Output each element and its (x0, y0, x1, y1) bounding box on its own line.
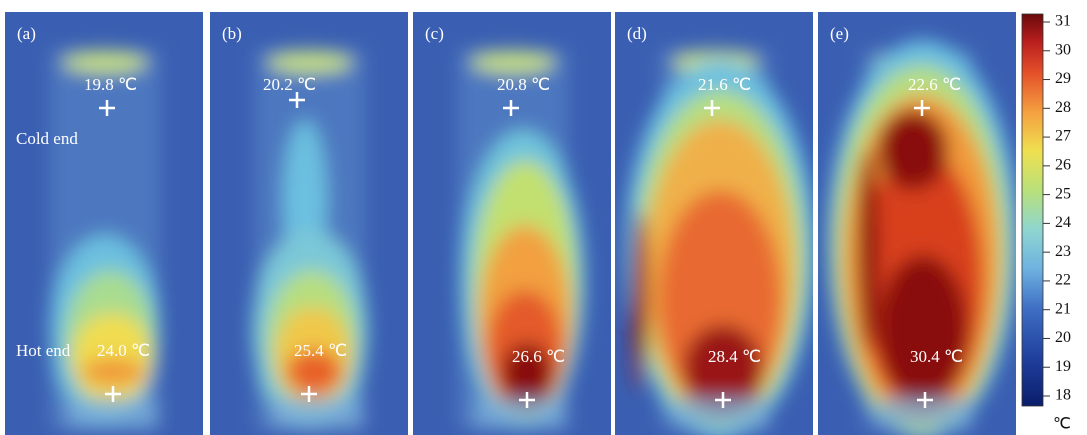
colorbar-tick-label: 29 (1055, 70, 1071, 87)
colorbar-tick-label: 18 (1055, 387, 1071, 404)
cold-end-label: Cold end (16, 129, 78, 148)
colorbar-tick-label: 19 (1055, 358, 1071, 375)
heat-zone (858, 150, 878, 350)
panel-label: (b) (222, 24, 242, 43)
top-blob (63, 51, 147, 73)
thermal-panel: (b) 20.2 ℃ 25.4 ℃ (210, 12, 408, 435)
base-block (67, 398, 157, 428)
bottom-temperature: 30.4 ℃ (910, 347, 963, 366)
colorbar-tick-label: 22 (1055, 272, 1071, 289)
heat-map (458, 50, 585, 430)
heat-zone (81, 358, 145, 386)
heat-zone (878, 255, 968, 405)
top-temperature: 21.6 ℃ (698, 75, 751, 94)
thermal-panel: (c) 20.8 ℃ 26.6 ℃ (413, 12, 611, 435)
colorbar (1022, 14, 1043, 406)
bottom-temperature: 25.4 ℃ (294, 341, 347, 360)
hot-end-label: Hot end (16, 341, 71, 360)
heat-zone (878, 110, 948, 190)
thermal-panel: (a) 19.8 ℃ 24.0 ℃ (5, 12, 203, 435)
colorbar-unit: ℃ (1053, 416, 1071, 433)
colorbar-tick-label: 20 (1055, 329, 1071, 346)
thermal-panel: (e) 22.6 ℃ 30.4 ℃ (818, 12, 1018, 435)
colorbar-tick-label: 24 (1055, 214, 1071, 231)
top-temperature: 22.6 ℃ (908, 75, 961, 94)
heat-zone (632, 210, 648, 390)
colorbar-tick-label: 30 (1055, 41, 1071, 58)
top-blob (268, 51, 352, 73)
colorbar-tick-label: 31 (1055, 13, 1071, 30)
bottom-temperature: 24.0 ℃ (97, 341, 150, 360)
top-blob (471, 51, 555, 73)
colorbar-tick-label: 27 (1055, 128, 1071, 145)
colorbar-tick-label: 21 (1055, 300, 1071, 317)
top-temperature: 20.2 ℃ (263, 75, 316, 94)
colorbar-tick-label: 23 (1055, 243, 1071, 260)
top-temperature: 19.8 ℃ (84, 75, 137, 94)
figure: (a) 19.8 ℃ 24.0 ℃ (b) 20.2 ℃ 25.4 ℃ (c) 20.8 ℃ 2… (0, 0, 1087, 435)
panel-label: (c) (425, 24, 444, 43)
panel-label: (e) (830, 24, 849, 43)
heat-map (252, 50, 368, 430)
panel-label: (a) (17, 24, 36, 43)
colorbar-tick-label: 26 (1055, 157, 1071, 174)
thermal-panel: (d) 21.6 ℃ 28.4 ℃ (615, 12, 815, 435)
colorbar-tick-label: 25 (1055, 185, 1071, 202)
top-temperature: 20.8 ℃ (497, 75, 550, 94)
base-block (475, 398, 565, 428)
heat-map (828, 40, 1018, 435)
bottom-temperature: 28.4 ℃ (708, 347, 761, 366)
bottom-temperature: 26.6 ℃ (512, 347, 565, 366)
colorbar-tick-label: 28 (1055, 99, 1071, 116)
panel-label: (d) (627, 24, 647, 43)
base-block (272, 398, 362, 428)
